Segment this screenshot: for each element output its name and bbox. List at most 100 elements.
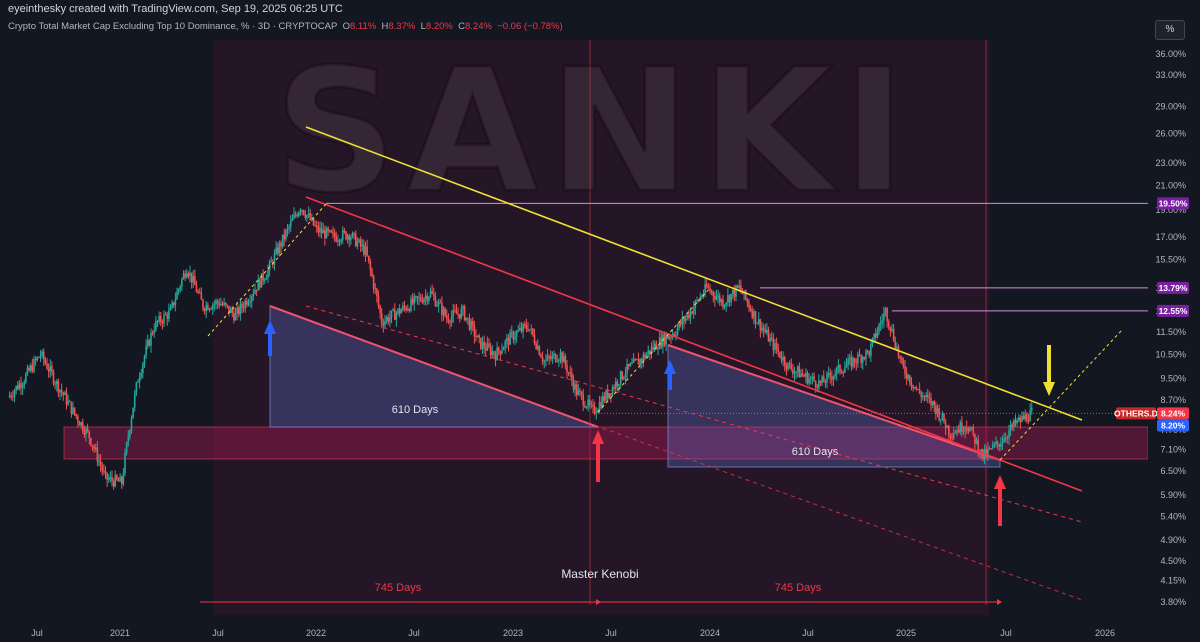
- candle-body: [805, 372, 807, 377]
- candle-body: [57, 380, 60, 393]
- candle: [18, 379, 21, 391]
- percent-scale-button[interactable]: %: [1155, 20, 1185, 40]
- candle: [296, 212, 299, 218]
- candle: [374, 283, 377, 295]
- y-tick-label: 21.00%: [1155, 180, 1186, 190]
- candle: [637, 352, 640, 365]
- candle: [718, 292, 721, 306]
- candle-body: [569, 372, 572, 374]
- y-tick-label: 8.20%: [1160, 410, 1186, 420]
- candle-body: [208, 308, 211, 310]
- candle: [31, 358, 34, 374]
- candle-body: [684, 317, 687, 322]
- candle-body: [626, 363, 628, 374]
- background-layer: SANKI: [63, 32, 1158, 615]
- candle: [938, 404, 940, 422]
- candle-body: [47, 368, 50, 372]
- price-label-box: [1157, 407, 1189, 420]
- candle: [853, 357, 856, 368]
- range-background: [213, 40, 989, 615]
- candle: [592, 399, 594, 414]
- candle-body: [198, 292, 201, 294]
- candle-body: [18, 383, 21, 390]
- candle: [1021, 411, 1023, 423]
- candle-body: [571, 372, 573, 381]
- candle-body: [28, 367, 30, 371]
- candle: [410, 295, 412, 313]
- candle: [649, 350, 651, 360]
- y-tick-label: 15.50%: [1155, 254, 1186, 264]
- candle: [119, 473, 121, 482]
- candle: [961, 416, 963, 437]
- candle: [720, 298, 723, 307]
- candle-body: [1003, 438, 1005, 443]
- candle: [852, 356, 854, 370]
- candle: [351, 231, 354, 239]
- candle: [41, 349, 43, 359]
- candle: [798, 362, 801, 378]
- candle-body: [182, 273, 185, 280]
- candle: [850, 350, 853, 371]
- candle: [762, 323, 765, 338]
- candle: [777, 343, 780, 358]
- candle: [931, 400, 934, 409]
- candle: [574, 380, 576, 397]
- candle-body: [319, 228, 321, 233]
- price-label-low: 8.20%: [1157, 419, 1189, 432]
- candle: [587, 394, 589, 412]
- candle: [340, 237, 342, 246]
- candle-body: [679, 322, 682, 325]
- candle-body: [1021, 415, 1023, 422]
- candle-body: [751, 310, 754, 318]
- candle-body: [668, 336, 671, 339]
- candle-body: [600, 402, 602, 408]
- candle: [158, 311, 160, 325]
- candle-body: [746, 298, 749, 303]
- candle-body: [501, 350, 503, 354]
- candle: [444, 306, 446, 318]
- candle-body: [540, 354, 542, 358]
- candle: [463, 304, 466, 322]
- candle-body: [146, 340, 149, 347]
- candle: [813, 372, 815, 382]
- candle: [860, 353, 862, 369]
- candle-body: [181, 279, 183, 287]
- candle-body: [38, 357, 40, 359]
- candle-body: [886, 308, 888, 322]
- candle-body: [348, 235, 351, 241]
- candle: [590, 400, 593, 409]
- symbol-title: Crypto Total Market Cap Excluding Top 10…: [8, 21, 338, 32]
- candle-body: [406, 309, 409, 311]
- candle: [233, 307, 235, 324]
- candle: [205, 301, 208, 319]
- candle-body: [73, 407, 76, 415]
- candle-body: [575, 384, 578, 395]
- candle-body: [51, 365, 53, 372]
- blue-arrow-1-head: [264, 320, 276, 334]
- candle-body: [325, 228, 328, 239]
- candle-body: [951, 437, 953, 439]
- candle: [857, 351, 859, 368]
- candle-body: [943, 413, 945, 423]
- symbol-legend: Crypto Total Market Cap Excluding Top 10…: [8, 21, 563, 32]
- candle: [584, 400, 586, 409]
- candle: [670, 334, 672, 344]
- candle-body: [75, 414, 78, 417]
- candle-body: [598, 402, 601, 411]
- candle-body: [224, 302, 227, 305]
- blue-arrow-2: [664, 360, 676, 390]
- candle: [91, 445, 94, 452]
- candle-body: [376, 288, 378, 297]
- candle: [598, 395, 601, 414]
- candle-body: [263, 279, 266, 281]
- candle: [85, 425, 87, 442]
- candle-body: [874, 333, 877, 338]
- candle-body: [439, 302, 442, 304]
- candle-body: [93, 446, 95, 450]
- candle: [239, 298, 242, 321]
- candle: [1011, 422, 1014, 431]
- yellow-arrow: [1043, 345, 1055, 396]
- candle: [512, 330, 515, 344]
- candle-body: [844, 367, 846, 373]
